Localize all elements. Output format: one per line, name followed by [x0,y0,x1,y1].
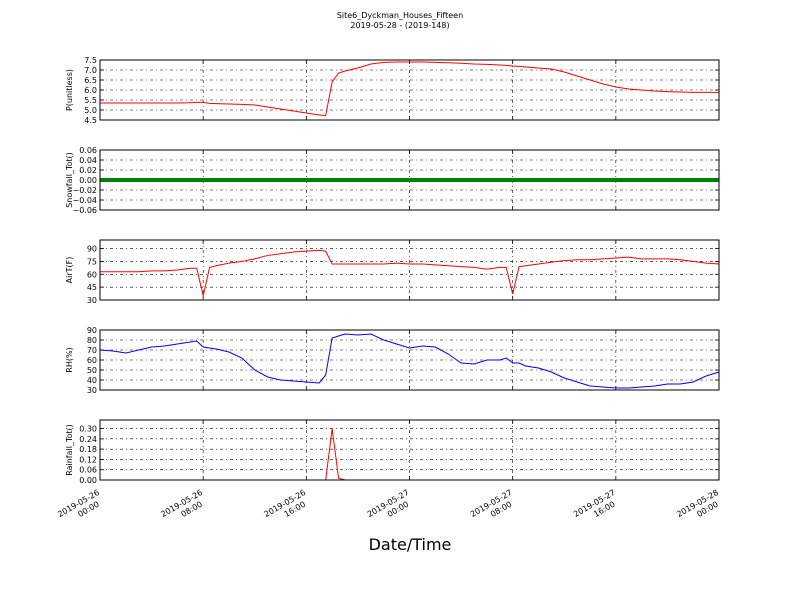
y-axis-label: Rainfall_Tot() [65,424,74,476]
y-tick-label: 0.06 [79,146,97,155]
y-tick-label: 7.0 [84,66,97,75]
y-tick-label: 90 [87,326,97,335]
y-tick-label: −0.02 [72,186,97,195]
y-tick-label: 7.5 [84,56,97,65]
plot-frame [99,329,720,391]
y-tick-label: 40 [87,376,97,385]
plot-frame [99,59,720,121]
y-tick-label: 0.18 [79,445,97,454]
y-axis-label: RH(%) [65,347,74,372]
y-tick-label: 45 [87,283,97,292]
y-tick-label: 0.06 [79,466,97,475]
y-axis-label: Snowfall_Tot() [65,152,74,208]
y-tick-label: 30 [87,386,97,395]
y-tick-label: 0.30 [79,425,97,434]
plot-frame [99,239,720,301]
y-tick-label: 0.04 [79,156,97,165]
y-tick-label: 0.12 [79,455,97,464]
plot-frame [99,419,720,481]
plot-frame [99,149,720,211]
y-tick-label: 0.02 [79,166,97,175]
y-tick-label: −0.06 [72,206,97,215]
data-line [100,61,719,117]
y-tick-label: 70 [87,346,97,355]
y-tick-label: 30 [87,296,97,305]
y-tick-label: 60 [87,356,97,365]
y-tick-label: 4.5 [84,116,97,125]
y-tick-label: 5.0 [84,106,97,115]
y-tick-label: 60 [87,270,97,279]
y-axis-label: AirT(F) [65,257,74,284]
y-axis-label: P(unitless) [65,69,74,111]
y-tick-label: 80 [87,336,97,345]
y-tick-label: 6.0 [84,86,97,95]
y-tick-label: 6.5 [84,76,97,85]
y-tick-label: 0.00 [79,476,97,485]
figure-title: Site6_Dyckman_Houses_Fifteen [337,11,463,20]
y-tick-label: 50 [87,366,97,375]
y-tick-label: 0.24 [79,435,97,444]
figure-subtitle: 2019-05-28 - (2019-148) [350,21,449,30]
y-tick-label: −0.04 [72,196,97,205]
y-tick-label: 75 [87,257,97,266]
y-tick-label: 90 [87,245,97,254]
data-line [99,333,720,389]
y-tick-label: 5.5 [84,96,97,105]
data-line [100,249,720,296]
x-axis-label: Date/Time [369,535,452,554]
y-tick-label: 0.00 [79,176,97,185]
